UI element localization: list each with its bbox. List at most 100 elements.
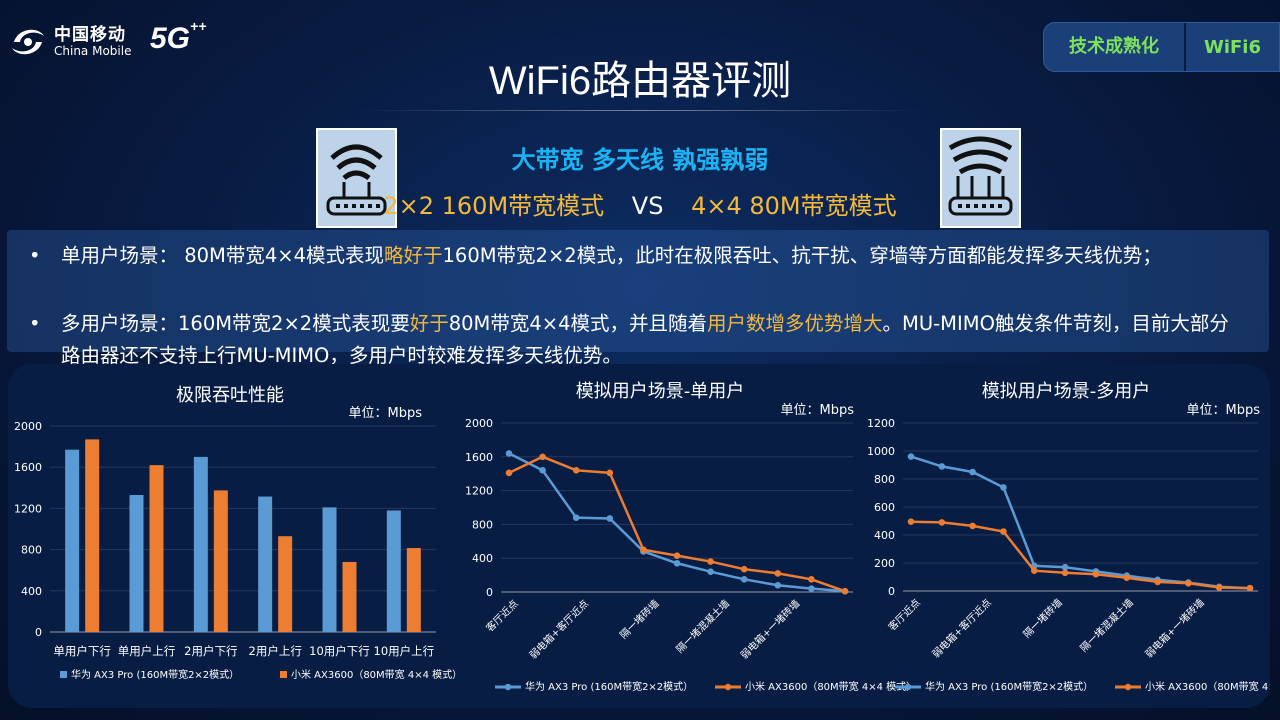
data-point bbox=[1123, 574, 1131, 581]
legend-marker bbox=[504, 683, 512, 691]
data-point bbox=[606, 469, 614, 477]
data-point bbox=[969, 522, 976, 530]
bar bbox=[406, 548, 421, 632]
data-point bbox=[1246, 584, 1254, 592]
y-tick-label: 400 bbox=[21, 585, 42, 598]
mode-a-label: 2×2 160M带宽模式 bbox=[383, 192, 605, 220]
series-line bbox=[910, 520, 1251, 590]
vs-label: VS bbox=[631, 192, 664, 220]
legend-entry: 华为 AX3 Pro (160M带宽2×2模式） bbox=[525, 680, 693, 693]
title-divider bbox=[360, 110, 920, 111]
data-point bbox=[808, 576, 815, 583]
bar bbox=[193, 456, 208, 632]
bar bbox=[386, 510, 401, 632]
5g-logo: 5G++ bbox=[150, 18, 207, 55]
chart-unit: 单位：Mbps bbox=[781, 403, 855, 418]
bar bbox=[213, 490, 228, 632]
data-point bbox=[1092, 570, 1100, 578]
bullet-dot: • bbox=[29, 244, 41, 267]
legend-entry: 小米 AX3600（80M带宽 4×4 模式） bbox=[291, 668, 462, 681]
x-tick-label: 弱电箱+客厅近点 bbox=[526, 597, 591, 662]
y-tick-label: 0 bbox=[486, 586, 493, 599]
bar bbox=[149, 465, 164, 632]
legend-swatch bbox=[280, 671, 287, 678]
bar bbox=[65, 449, 80, 632]
data-point bbox=[808, 585, 815, 592]
data-point bbox=[640, 546, 647, 554]
data-point bbox=[1154, 578, 1161, 586]
data-point bbox=[841, 587, 849, 595]
bar bbox=[342, 561, 357, 632]
data-point bbox=[1030, 567, 1038, 574]
x-tick-label: 客厅近点 bbox=[885, 596, 922, 633]
findings-panel: • 单用户场景： 80M带宽4×4模式表现略好于160M带宽2×2模式，此时在极… bbox=[7, 230, 1269, 367]
tag-wifi6: WiFi6 bbox=[1203, 36, 1261, 58]
mode-comparison: 2×2 160M带宽模式 VS 4×4 80M带宽模式 bbox=[0, 186, 1280, 221]
y-tick-label: 800 bbox=[874, 473, 895, 486]
data-point bbox=[707, 568, 714, 576]
y-tick-label: 0 bbox=[35, 626, 42, 639]
router-2-antenna-icon bbox=[316, 128, 397, 228]
bullet-dot: • bbox=[29, 312, 41, 335]
y-tick-label: 1600 bbox=[465, 451, 493, 464]
data-point bbox=[572, 467, 580, 474]
chart-unit: 单位：Mbps bbox=[349, 406, 423, 421]
data-point bbox=[572, 514, 580, 521]
y-tick-label: 1200 bbox=[14, 502, 42, 515]
topic-tag-box: 技术成熟化 WiFi6 bbox=[1043, 22, 1280, 72]
china-mobile-logo: 中国移动 China Mobile bbox=[8, 22, 131, 62]
comparison-headline: 大带宽 多天线 孰强孰弱 bbox=[511, 146, 769, 174]
data-point bbox=[505, 450, 513, 457]
bullet-highlight: 用户数增多优势增大 bbox=[707, 312, 883, 335]
data-point bbox=[1061, 569, 1069, 577]
legend-marker bbox=[1124, 683, 1132, 691]
legend-marker bbox=[904, 683, 912, 691]
data-point bbox=[707, 558, 714, 565]
bullet-text: 80M带宽4×4模式，并且随着 bbox=[448, 312, 708, 335]
chart-unit: 单位：Mbps bbox=[1187, 403, 1261, 418]
mode-b-label: 4×4 80M带宽模式 bbox=[691, 192, 897, 220]
data-point bbox=[673, 552, 681, 559]
bullet-text: 单用户场景： 80M带宽4×4模式表现 bbox=[61, 244, 384, 267]
x-tick-label: 隔一堵砖墙 bbox=[1020, 596, 1065, 641]
charts-panel: 极限吞吐性能 单位：Mbps 0 400 800 1200 1600 2000 单用户下行 单用户… bbox=[8, 364, 1280, 708]
legend-swatch bbox=[60, 671, 67, 678]
y-tick-label: 400 bbox=[472, 552, 493, 565]
x-tick-label: 2用户下行 bbox=[184, 644, 237, 658]
x-tick-label: 隔一堵砖墙 bbox=[617, 597, 662, 642]
data-point bbox=[740, 576, 748, 583]
data-point bbox=[1000, 528, 1007, 535]
chart-title: 极限吞吐性能 bbox=[176, 385, 284, 406]
x-tick-label: 弱电箱+一堵砖墙 bbox=[738, 597, 803, 662]
data-point bbox=[1061, 563, 1069, 571]
legend-entry: 小米 AX3600（80M带宽 4×4 模式） bbox=[745, 680, 916, 693]
bar bbox=[258, 496, 273, 632]
data-point bbox=[774, 570, 782, 577]
y-tick-label: 400 bbox=[874, 529, 895, 542]
data-point bbox=[1215, 584, 1223, 591]
data-point bbox=[1000, 484, 1007, 491]
bullet-multi-user: • 多用户场景：160M带宽2×2模式表现要好于80M带宽4×4模式，并且随着用… bbox=[29, 308, 1244, 372]
bullet-text: 。MU-MIMO触发条件苛刻，目前大部分路由器还不支持上行MU-MIMO，多用户… bbox=[61, 312, 1229, 367]
data-point bbox=[740, 565, 748, 573]
y-tick-label: 800 bbox=[21, 544, 42, 557]
bar bbox=[278, 536, 293, 632]
x-tick-label: 弱电箱+客厅近点 bbox=[929, 596, 994, 661]
bullet-highlight: 好于 bbox=[409, 312, 449, 335]
y-tick-label: 0 bbox=[888, 585, 895, 598]
router-4-antenna-icon bbox=[940, 128, 1021, 228]
data-point bbox=[938, 519, 946, 526]
legend-marker bbox=[724, 683, 732, 691]
page-title: WiFi6路由器评测 bbox=[488, 59, 792, 103]
y-tick-label: 1000 bbox=[867, 445, 895, 458]
chart-title: 模拟用户场景-单用户 bbox=[576, 381, 745, 402]
x-tick-label: 10用户下行 bbox=[309, 644, 370, 658]
data-point bbox=[969, 468, 976, 476]
y-tick-label: 1600 bbox=[14, 461, 42, 474]
x-tick-label: 单用户下行 bbox=[53, 644, 111, 658]
data-point bbox=[938, 463, 946, 470]
x-tick-label: 弱电箱+一堵砖墙 bbox=[1142, 596, 1207, 661]
logo-chinese-text: 中国移动 bbox=[54, 24, 126, 45]
bullet-text: 多用户场景：160M带宽2×2模式表现要 bbox=[61, 312, 410, 335]
